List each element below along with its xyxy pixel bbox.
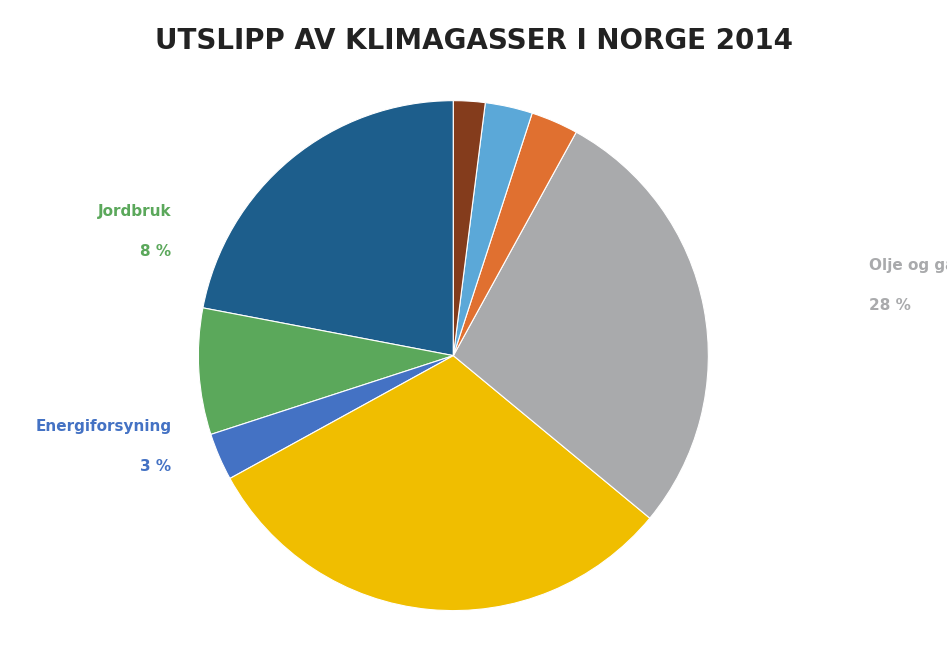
Wedge shape: [454, 101, 485, 356]
Text: Energiforsyning: Energiforsyning: [35, 419, 171, 433]
Wedge shape: [454, 132, 708, 518]
Wedge shape: [203, 101, 454, 356]
Text: 28 %: 28 %: [869, 298, 911, 313]
Wedge shape: [454, 103, 532, 356]
Wedge shape: [230, 356, 650, 611]
Wedge shape: [454, 113, 576, 356]
Text: 3 %: 3 %: [140, 459, 171, 474]
Text: Jordbruk: Jordbruk: [98, 204, 171, 219]
Text: 8 %: 8 %: [140, 244, 171, 259]
Wedge shape: [211, 356, 454, 478]
Wedge shape: [198, 308, 454, 434]
Text: Olje og gass: Olje og gass: [869, 258, 947, 272]
Text: UTSLIPP AV KLIMAGASSER I NORGE 2014: UTSLIPP AV KLIMAGASSER I NORGE 2014: [154, 27, 793, 55]
